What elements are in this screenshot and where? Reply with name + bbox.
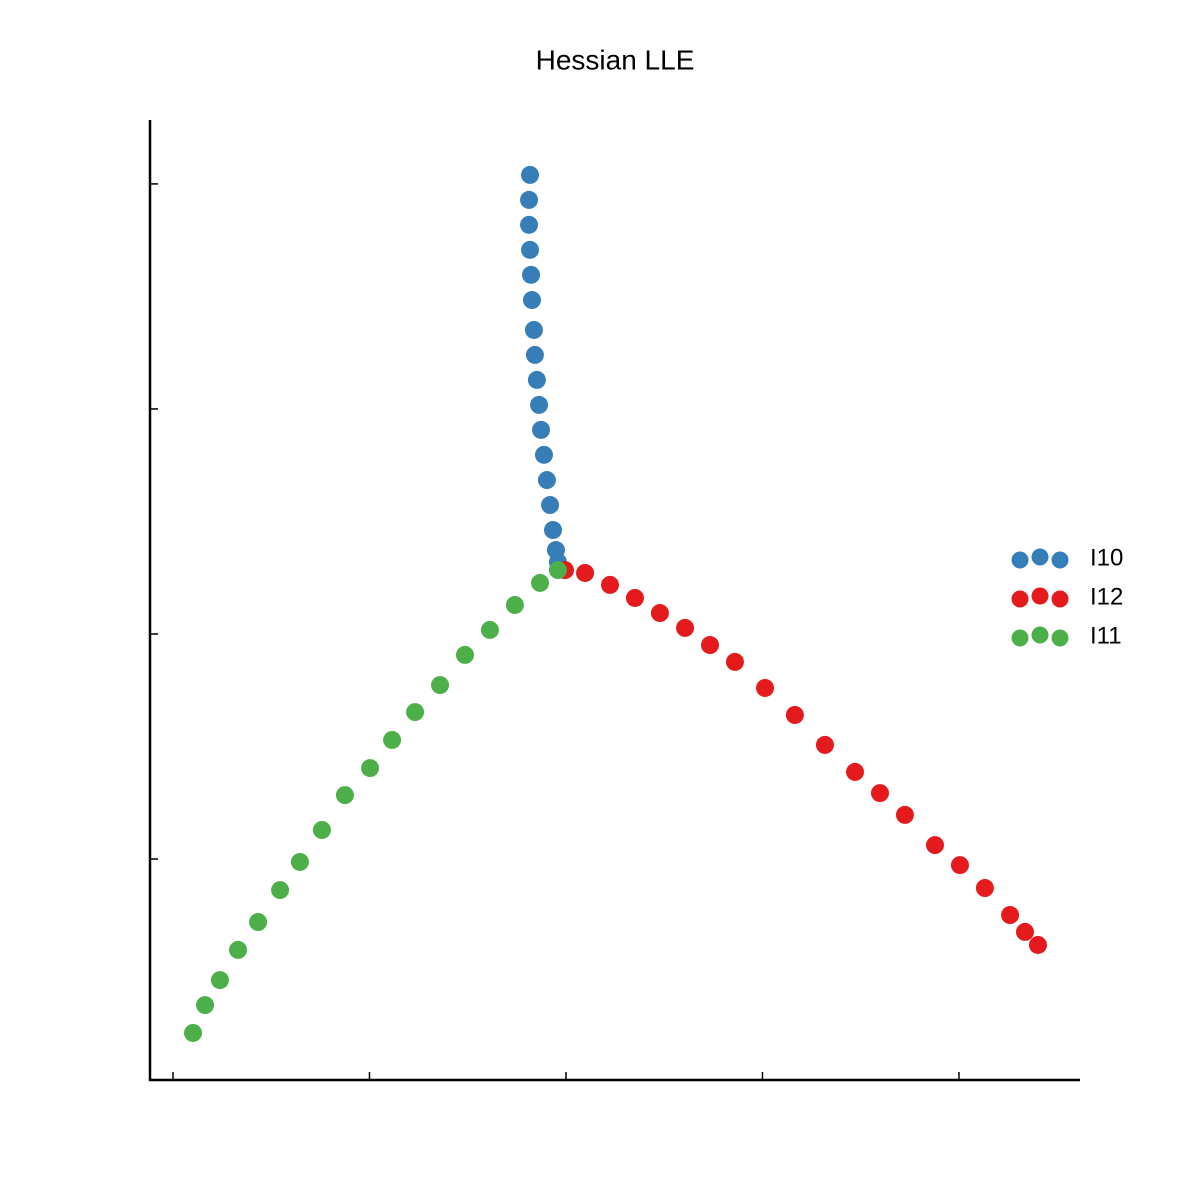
legend-marker: [1011, 551, 1029, 569]
point: [532, 420, 551, 439]
point: [521, 240, 540, 259]
point: [249, 913, 268, 932]
point: [271, 881, 290, 900]
point: [975, 879, 994, 898]
point: [1028, 935, 1047, 954]
point: [431, 676, 450, 695]
point: [383, 730, 402, 749]
point: [335, 786, 354, 805]
point: [1001, 906, 1020, 925]
point: [229, 940, 248, 959]
point: [525, 345, 544, 364]
point: [530, 395, 549, 414]
point: [846, 762, 865, 781]
legend-marker: [1031, 626, 1049, 644]
point: [406, 703, 425, 722]
point: [576, 563, 595, 582]
point: [521, 265, 540, 284]
point: [521, 165, 540, 184]
point: [361, 759, 380, 778]
point: [537, 471, 556, 490]
point: [756, 678, 775, 697]
legend-marker: [1031, 587, 1049, 605]
legend-label: I11: [1090, 622, 1122, 649]
point: [925, 836, 944, 855]
point: [625, 588, 644, 607]
legend-label: I12: [1090, 583, 1123, 610]
point: [196, 996, 215, 1015]
point: [650, 604, 669, 623]
legend-label: I10: [1090, 544, 1123, 571]
point: [1015, 922, 1034, 941]
point: [701, 636, 720, 655]
point: [480, 620, 499, 639]
point: [676, 618, 695, 637]
point: [870, 784, 889, 803]
point: [290, 852, 309, 871]
point: [520, 215, 539, 234]
legend-marker: [1011, 590, 1029, 608]
point: [531, 573, 550, 592]
chart-title: Hessian LLE: [536, 44, 695, 75]
point: [184, 1023, 203, 1042]
legend-marker: [1051, 551, 1069, 569]
point: [541, 496, 560, 515]
point: [548, 561, 567, 580]
legend-marker: [1051, 590, 1069, 608]
legend-marker: [1051, 629, 1069, 647]
point: [895, 805, 914, 824]
point: [210, 971, 229, 990]
point: [455, 645, 474, 664]
point: [522, 291, 541, 310]
point: [600, 575, 619, 594]
point: [524, 320, 543, 339]
point: [527, 370, 546, 389]
point: [725, 652, 744, 671]
point: [534, 445, 553, 464]
point: [520, 190, 539, 209]
point: [785, 705, 804, 724]
point: [950, 856, 969, 875]
legend-marker: [1031, 548, 1049, 566]
point: [544, 521, 563, 540]
point: [312, 820, 331, 839]
point: [815, 735, 834, 754]
point: [505, 595, 524, 614]
legend-marker: [1011, 629, 1029, 647]
